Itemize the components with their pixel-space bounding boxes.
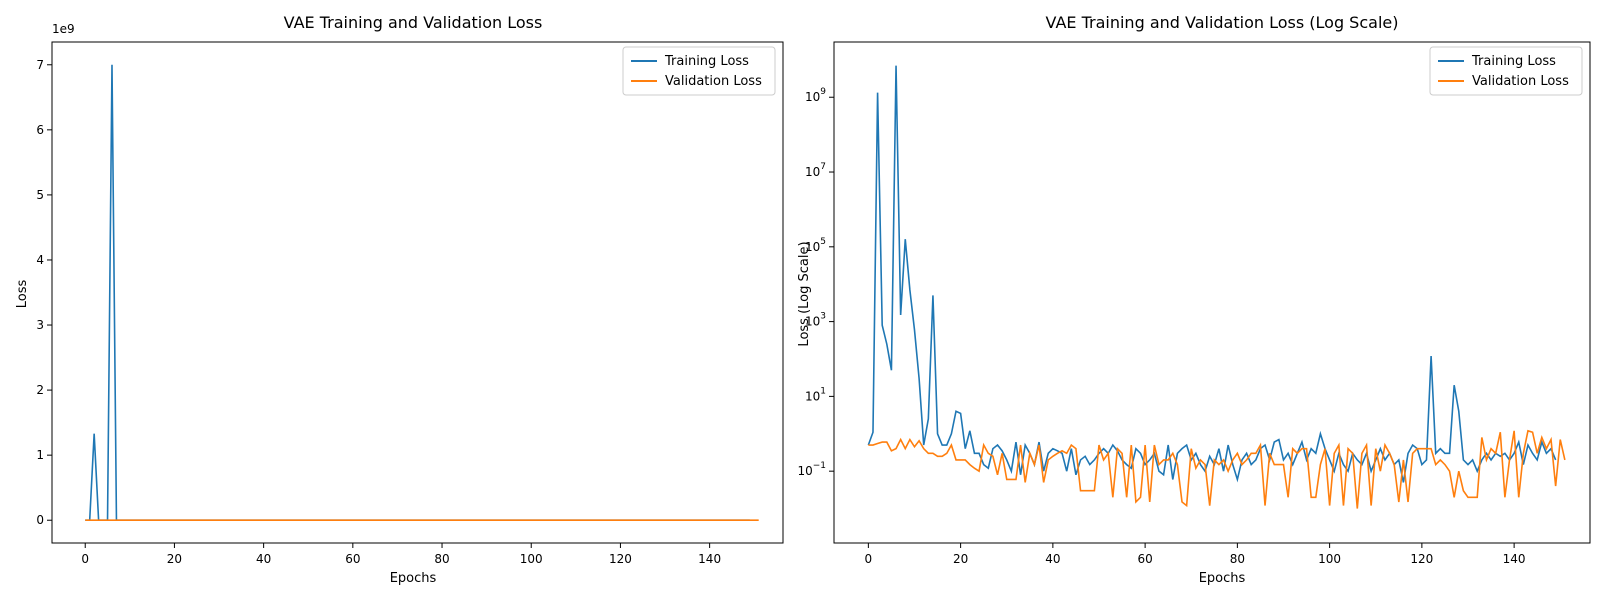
y-tick-label: 107 [805,162,826,179]
x-axis-label: Epochs [390,571,437,586]
x-tick-label: 0 [81,552,89,566]
legend-box [622,46,776,96]
x-tick-label: 0 [865,552,873,566]
x-tick-label: 140 [1503,552,1526,566]
y-tick-label: 109 [805,87,826,104]
x-axis-label: Epochs [1199,571,1246,586]
legend-entry: Training Loss [1471,54,1556,69]
x-tick-label: 40 [256,552,271,566]
linear-loss-chart: VAE Training and Validation Loss 1e9 Epo… [15,13,784,586]
axes-frame [51,41,784,544]
y-offset-label: 1e9 [52,22,75,36]
x-tick-label: 80 [434,552,449,566]
x-tick-label: 20 [167,552,182,566]
y-tick-label: 105 [805,237,826,254]
tick-group: 0 20 40 60 80 100 120 140 0 1 2 3 4 5 6 7 [36,58,721,566]
y-tick-label: 0 [36,513,44,527]
legend-entry: Validation Loss [665,74,762,89]
y-tick-label: 5 [36,188,44,202]
x-tick-label: 40 [1045,552,1060,566]
y-tick-label: 4 [36,253,44,267]
y-tick-label: 2 [36,383,44,397]
legend-box [1429,46,1583,96]
legend: Training Loss Validation Loss [622,46,776,96]
legend-entry: Validation Loss [1472,74,1569,89]
plot-area [867,65,1566,509]
chart-title: VAE Training and Validation Loss [284,13,543,32]
axes-frame [833,41,1591,544]
series-line-validation-loss [868,429,1566,509]
y-tick-label: 3 [36,318,44,332]
series-line-training-loss [85,64,750,522]
x-tick-label: 60 [345,552,360,566]
tick-group: 0 20 40 60 80 100 120 140 10−1 101 103 105 107 109 [797,87,1525,566]
x-tick-label: 20 [953,552,968,566]
x-tick-label: 60 [1137,552,1152,566]
series-line-training-loss [867,65,1557,483]
x-tick-label: 100 [520,552,543,566]
x-tick-label: 120 [609,552,632,566]
x-tick-label: 120 [1410,552,1433,566]
y-axis-label: Loss (Log Scale) [797,241,812,346]
y-axis-label: Loss [15,280,30,309]
x-tick-label: 140 [698,552,721,566]
log-loss-chart: VAE Training and Validation Loss (Log Sc… [797,13,1591,586]
plot-area [85,64,759,522]
y-tick-label: 7 [36,58,44,72]
x-tick-label: 100 [1318,552,1341,566]
y-tick-label: 6 [36,123,44,137]
chart-title: VAE Training and Validation Loss (Log Sc… [1046,13,1399,32]
legend: Training Loss Validation Loss [1429,46,1583,96]
y-tick-label: 1 [36,448,44,462]
y-tick-label: 101 [805,386,826,403]
y-tick-label: 10−1 [797,461,826,478]
x-tick-label: 80 [1230,552,1245,566]
legend-entry: Training Loss [664,54,749,69]
y-tick-label: 103 [805,312,826,329]
